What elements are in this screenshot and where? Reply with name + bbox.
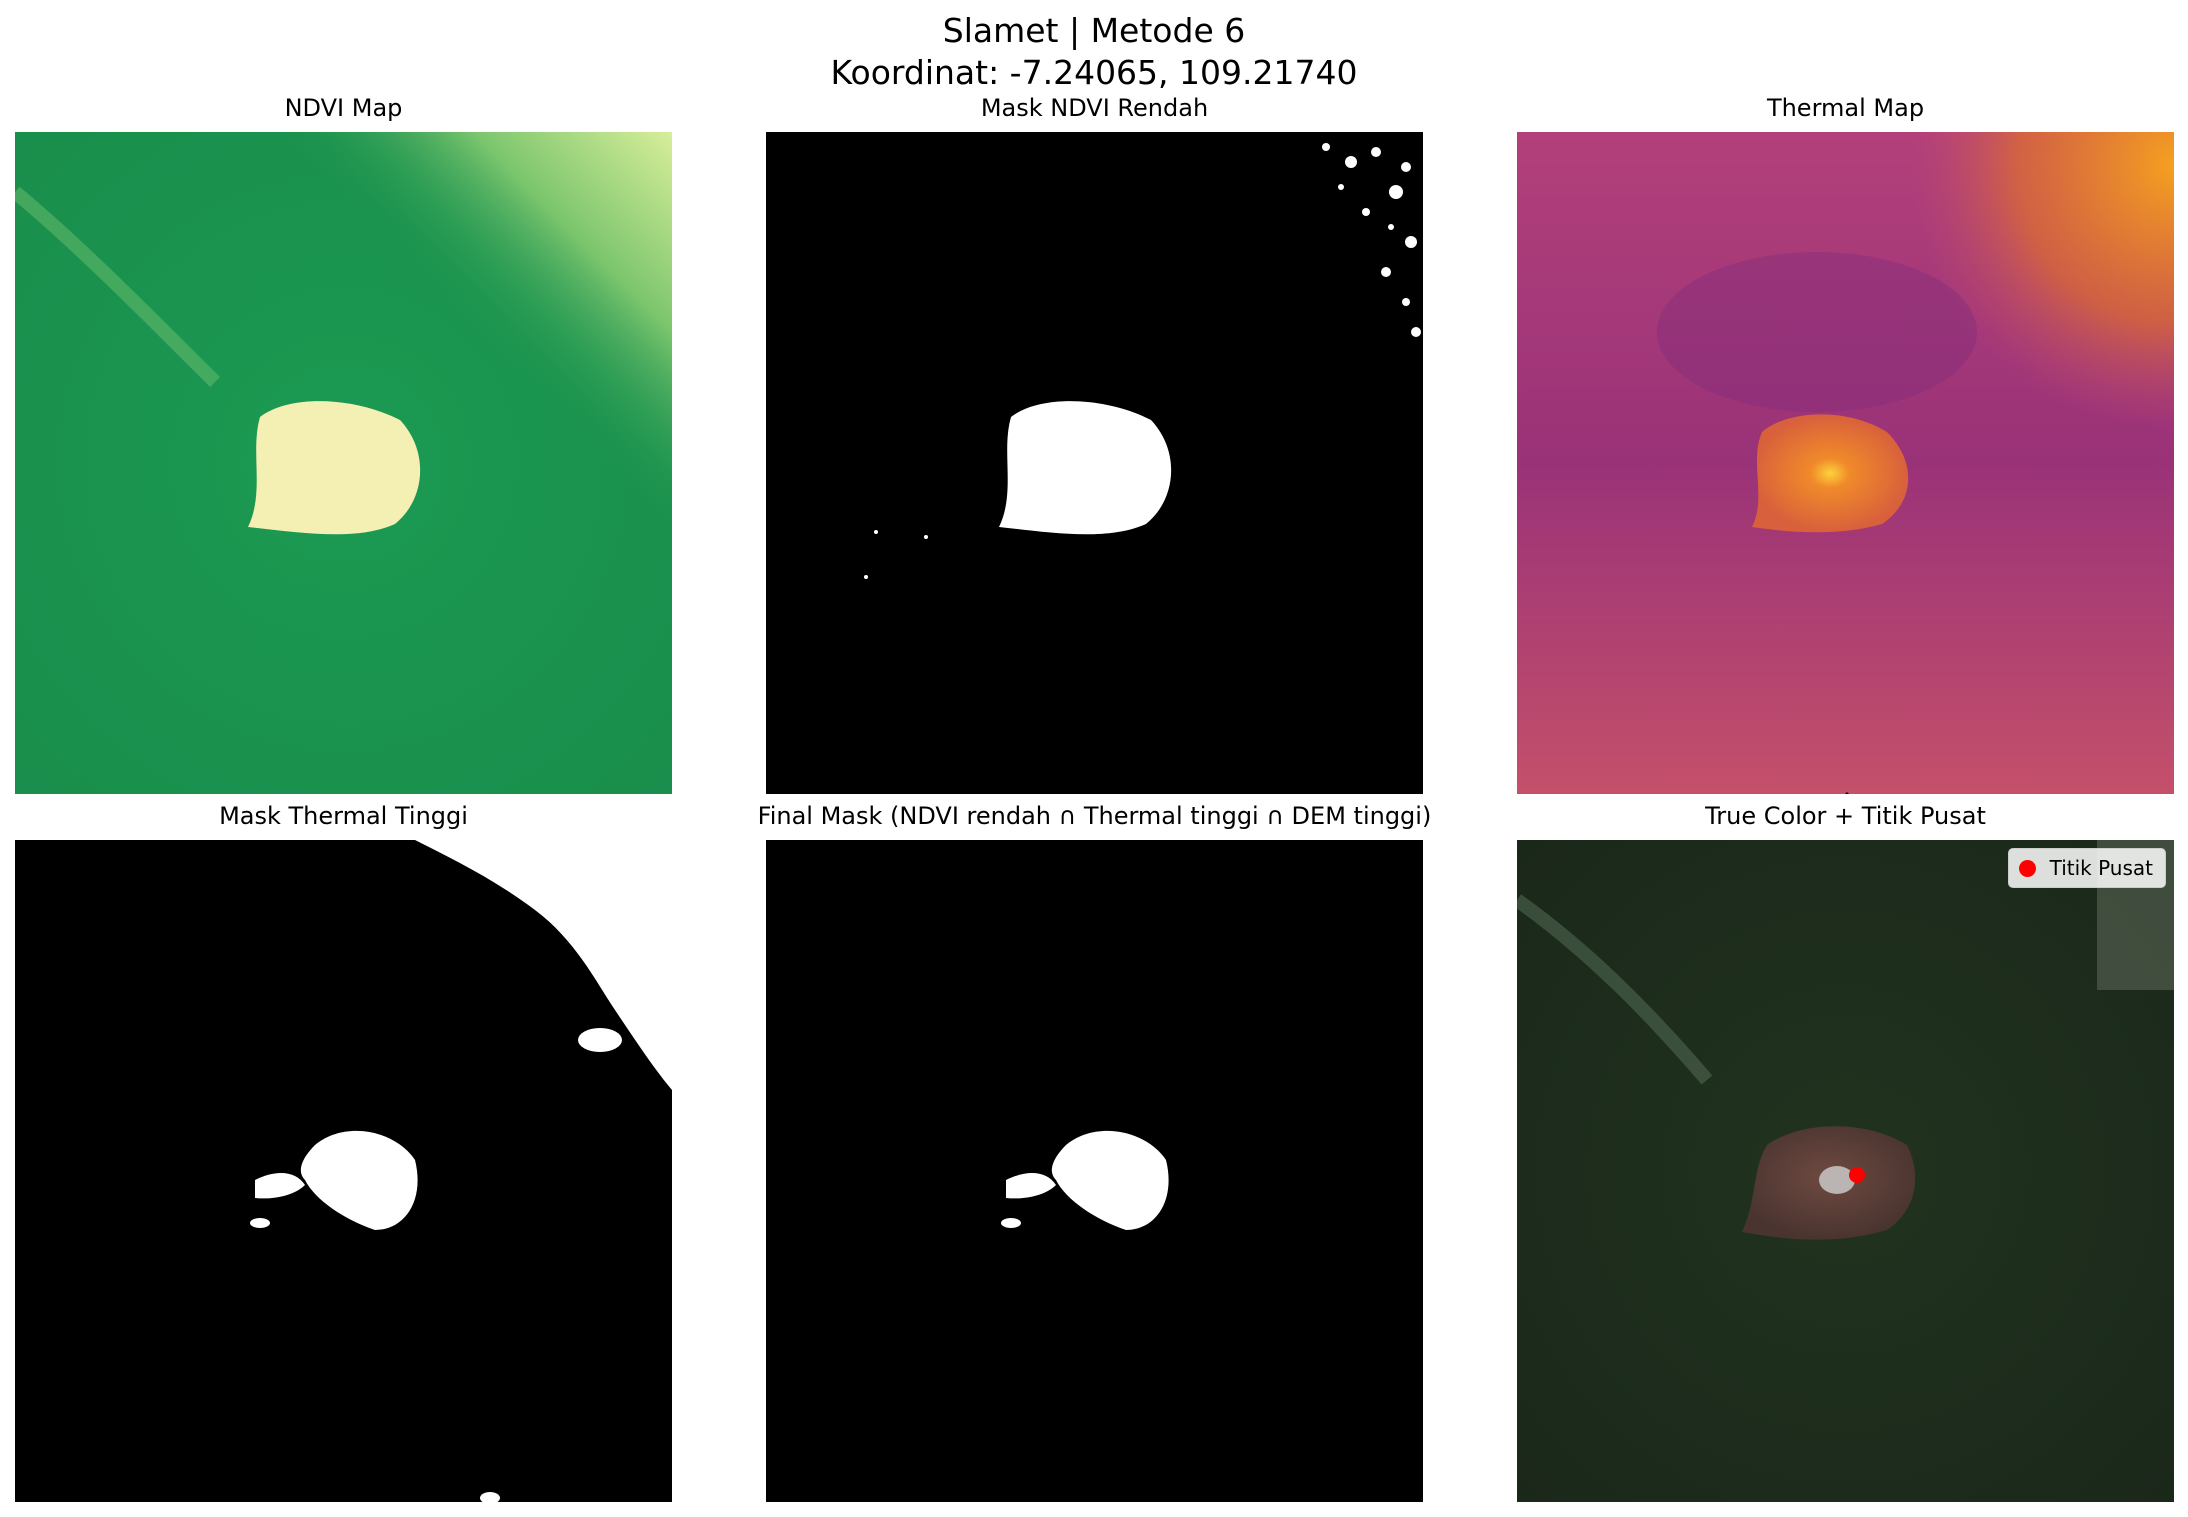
true-color-image bbox=[1517, 840, 2174, 1502]
ndvi-crater-shape bbox=[248, 401, 421, 535]
panel-title: Mask Thermal Tinggi bbox=[219, 802, 468, 830]
final-mask-image bbox=[766, 840, 1423, 1502]
panel-title: True Color + Titik Pusat bbox=[1705, 802, 1986, 830]
mask-ndvi-crater bbox=[999, 401, 1172, 535]
legend: Titik Pusat bbox=[2007, 848, 2166, 888]
panel-title: Final Mask (NDVI rendah ∩ Thermal tinggi… bbox=[757, 802, 1432, 830]
legend-label: Titik Pusat bbox=[2049, 856, 2153, 880]
final-mask-crater bbox=[1051, 1130, 1169, 1230]
figure-title: Slamet | Metode 6 Koordinat: -7.24065, 1… bbox=[0, 10, 2188, 94]
ndvi-map-image bbox=[15, 132, 672, 794]
legend-marker-icon bbox=[2018, 859, 2036, 877]
figure-title-line2: Koordinat: -7.24065, 109.21740 bbox=[830, 53, 1358, 92]
thermal-hotspot bbox=[1752, 414, 1909, 533]
panel-final-mask: Final Mask (NDVI rendah ∩ Thermal tinggi… bbox=[758, 802, 1431, 1502]
figure-title-line1: Slamet | Metode 6 bbox=[942, 11, 1246, 50]
panel-true-color: True Color + Titik Pusat Titik Pusat bbox=[1517, 802, 2174, 1502]
mask-ndvi-speckle bbox=[864, 143, 1421, 579]
panel-mask-thermal-tinggi: Mask Thermal Tinggi bbox=[15, 802, 672, 1502]
panel-ndvi-map: NDVI Map bbox=[15, 94, 672, 794]
thermal-map-image bbox=[1517, 132, 2174, 794]
panel-title: Thermal Map bbox=[1766, 94, 1925, 122]
panel-title: Mask NDVI Rendah bbox=[980, 94, 1209, 122]
mask-thermal-crater bbox=[300, 1130, 418, 1230]
center-point-marker bbox=[1849, 1167, 1865, 1183]
mask-ndvi-image bbox=[766, 132, 1423, 794]
panel-title: NDVI Map bbox=[284, 94, 403, 122]
panel-mask-ndvi-rendah: Mask NDVI Rendah bbox=[766, 94, 1423, 794]
mask-thermal-ne-region bbox=[415, 840, 672, 1090]
panel-thermal-map: Thermal Map bbox=[1517, 94, 2174, 794]
mask-thermal-image bbox=[15, 840, 672, 1502]
